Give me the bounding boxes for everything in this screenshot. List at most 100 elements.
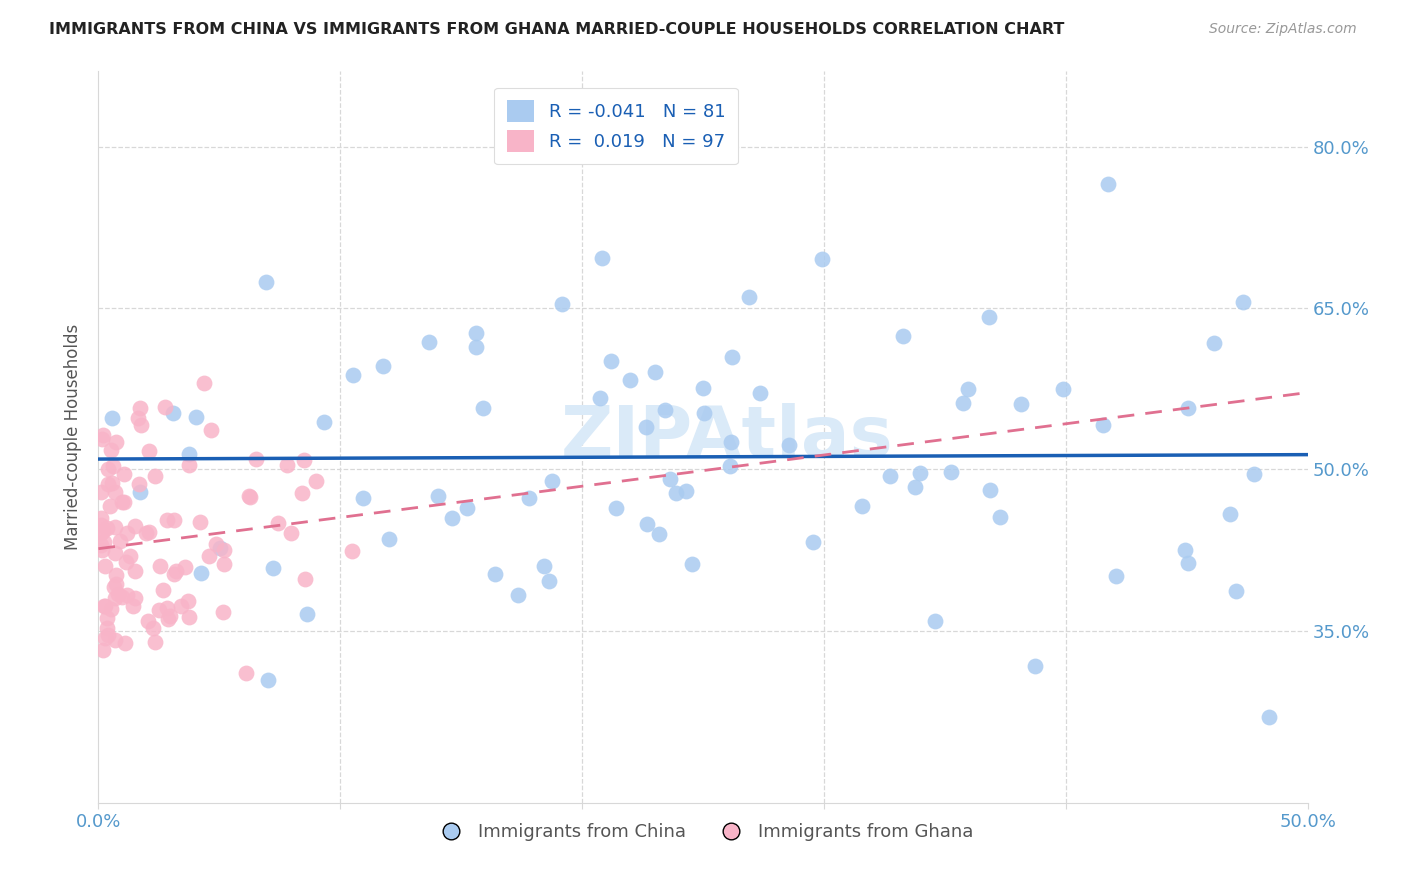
Point bbox=[93, 559, 115, 574]
Point bbox=[97, 462, 120, 476]
Point bbox=[212, 605, 235, 619]
Point bbox=[352, 491, 374, 506]
Point bbox=[538, 574, 561, 589]
Point bbox=[101, 410, 124, 425]
Point bbox=[675, 483, 697, 498]
Point bbox=[117, 525, 139, 540]
Point bbox=[105, 577, 128, 591]
Point bbox=[591, 251, 613, 265]
Point bbox=[276, 458, 298, 472]
Point bbox=[262, 561, 284, 575]
Point bbox=[1177, 401, 1199, 416]
Point bbox=[924, 615, 946, 629]
Point bbox=[122, 599, 145, 613]
Point bbox=[1225, 584, 1247, 599]
Point bbox=[291, 486, 314, 500]
Point bbox=[956, 382, 979, 396]
Point bbox=[721, 350, 744, 364]
Point bbox=[1258, 710, 1281, 724]
Point bbox=[801, 534, 824, 549]
Point bbox=[737, 290, 759, 304]
Point bbox=[177, 610, 200, 624]
Point bbox=[1177, 556, 1199, 570]
Y-axis label: Married-couple Households: Married-couple Households bbox=[65, 324, 83, 550]
Point bbox=[107, 587, 129, 601]
Point bbox=[93, 599, 115, 613]
Point bbox=[257, 673, 280, 687]
Point bbox=[177, 593, 200, 607]
Point bbox=[143, 634, 166, 648]
Point bbox=[149, 558, 172, 573]
Point bbox=[1243, 467, 1265, 481]
Point bbox=[179, 458, 201, 472]
Point bbox=[200, 423, 222, 437]
Point bbox=[533, 559, 555, 574]
Point bbox=[127, 410, 149, 425]
Point bbox=[811, 252, 834, 267]
Point bbox=[104, 520, 127, 534]
Point bbox=[314, 415, 336, 429]
Point bbox=[100, 602, 122, 616]
Point bbox=[600, 354, 623, 368]
Point bbox=[162, 405, 184, 419]
Point bbox=[952, 396, 974, 410]
Point bbox=[104, 567, 127, 582]
Point bbox=[471, 401, 494, 415]
Point bbox=[238, 489, 260, 503]
Point bbox=[373, 359, 395, 373]
Point bbox=[90, 518, 112, 533]
Point bbox=[295, 607, 318, 622]
Point bbox=[103, 458, 125, 473]
Point bbox=[456, 500, 478, 515]
Point bbox=[693, 406, 716, 420]
Point bbox=[115, 588, 138, 602]
Point bbox=[280, 525, 302, 540]
Point bbox=[484, 566, 506, 581]
Point bbox=[135, 526, 157, 541]
Point bbox=[1010, 397, 1032, 411]
Point bbox=[105, 434, 128, 449]
Point bbox=[1024, 659, 1046, 673]
Point bbox=[636, 517, 658, 532]
Point bbox=[851, 499, 873, 513]
Point bbox=[692, 381, 714, 395]
Point bbox=[778, 438, 800, 452]
Point bbox=[124, 518, 146, 533]
Point bbox=[619, 373, 641, 387]
Point bbox=[118, 549, 141, 563]
Point bbox=[128, 477, 150, 491]
Point bbox=[91, 428, 114, 442]
Point bbox=[720, 434, 742, 449]
Point bbox=[891, 328, 914, 343]
Point bbox=[97, 476, 120, 491]
Text: ZIPAtlas: ZIPAtlas bbox=[561, 402, 893, 472]
Point bbox=[159, 609, 181, 624]
Point bbox=[173, 560, 195, 574]
Point bbox=[114, 636, 136, 650]
Point bbox=[1052, 383, 1074, 397]
Point bbox=[540, 474, 562, 488]
Point bbox=[100, 443, 122, 458]
Point bbox=[378, 533, 401, 547]
Point bbox=[517, 491, 540, 506]
Point bbox=[112, 467, 135, 482]
Text: Source: ZipAtlas.com: Source: ZipAtlas.com bbox=[1209, 22, 1357, 37]
Point bbox=[212, 543, 235, 558]
Point bbox=[91, 524, 114, 538]
Point bbox=[190, 566, 212, 580]
Point bbox=[124, 591, 146, 605]
Point bbox=[654, 403, 676, 417]
Point bbox=[977, 310, 1000, 324]
Point bbox=[294, 572, 316, 586]
Point bbox=[908, 467, 931, 481]
Point bbox=[152, 583, 174, 598]
Point bbox=[1105, 569, 1128, 583]
Point bbox=[98, 499, 121, 513]
Point bbox=[267, 516, 290, 530]
Point bbox=[131, 417, 153, 432]
Point bbox=[648, 527, 671, 541]
Point bbox=[904, 480, 927, 494]
Point bbox=[1174, 543, 1197, 558]
Point bbox=[91, 643, 114, 657]
Point bbox=[94, 599, 117, 614]
